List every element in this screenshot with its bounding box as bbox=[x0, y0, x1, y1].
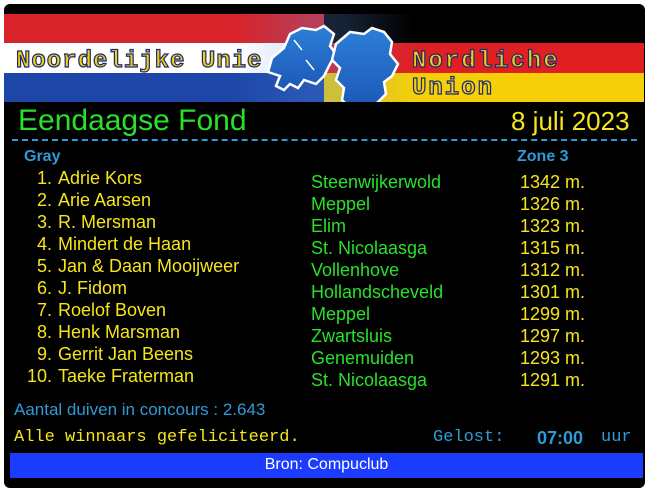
result-rank: 2. bbox=[36, 190, 52, 210]
result-name: Adrie Kors bbox=[58, 168, 143, 188]
result-name: Gerrit Jan Beens bbox=[58, 344, 194, 364]
result-rank: 6. bbox=[36, 278, 52, 298]
result-rank: 7. bbox=[36, 300, 52, 320]
result-place: Meppel bbox=[311, 194, 371, 214]
result-speed: 1323 m. bbox=[520, 216, 586, 236]
result-name: Taeke Fraterman bbox=[58, 366, 195, 386]
event-title: Eendaagse Fond bbox=[18, 104, 247, 137]
result-name: J. Fidom bbox=[58, 278, 128, 298]
result-rank: 10. bbox=[26, 366, 52, 386]
result-speed: 1301 m. bbox=[520, 282, 586, 302]
result-place: Vollenhove bbox=[311, 260, 400, 280]
congratulations-text: Alle winnaars gefeliciteerd. bbox=[14, 428, 300, 447]
banner-title-left: Noordelijke Unie bbox=[15, 47, 263, 75]
result-rank: 9. bbox=[36, 344, 52, 364]
released-unit: uur bbox=[601, 428, 632, 447]
result-place: Hollandscheveld bbox=[311, 282, 444, 302]
result-rank: 5. bbox=[36, 256, 52, 276]
result-speed: 1297 m. bbox=[520, 326, 586, 346]
dutch-flag bbox=[4, 14, 324, 102]
result-speed: 1312 m. bbox=[520, 260, 586, 280]
result-rank: 8. bbox=[36, 322, 52, 342]
result-name: Roelof Boven bbox=[58, 300, 167, 320]
result-place: Steenwijkerwold bbox=[311, 172, 442, 192]
result-speed: 1299 m. bbox=[520, 304, 586, 324]
section-header-left: Gray bbox=[24, 148, 61, 165]
result-speed: 1291 m. bbox=[520, 370, 586, 390]
source-bar: Bron: Compuclub bbox=[10, 453, 643, 478]
result-place: Zwartsluis bbox=[311, 326, 393, 346]
result-place: Meppel bbox=[311, 304, 371, 324]
pigeon-count: Aantal duiven in concours : 2.643 bbox=[14, 400, 266, 419]
result-speed: 1293 m. bbox=[520, 348, 586, 368]
flag-banner: Noordelijke Unie Nordliche Union bbox=[4, 14, 644, 102]
result-rank: 4. bbox=[36, 234, 52, 254]
result-place: St. Nicolaasga bbox=[311, 238, 428, 258]
dashed-divider bbox=[12, 139, 637, 141]
result-speed: 1342 m. bbox=[520, 172, 586, 192]
result-rank: 1. bbox=[36, 168, 52, 188]
banner-title-right: Nordliche Union bbox=[411, 47, 560, 102]
result-name: Mindert de Haan bbox=[58, 234, 192, 254]
result-place: St. Nicolaasga bbox=[311, 370, 428, 390]
result-place: Genemuiden bbox=[311, 348, 415, 368]
map-icon bbox=[266, 24, 400, 102]
source-text: Bron: Compuclub bbox=[264, 456, 389, 473]
result-name: Arie Aarsen bbox=[58, 190, 152, 210]
result-name: R. Mersman bbox=[58, 212, 157, 232]
result-place: Elim bbox=[311, 216, 346, 236]
result-speed: 1326 m. bbox=[520, 194, 586, 214]
event-date: 8 juli 2023 bbox=[511, 106, 630, 136]
result-name: Jan & Daan Mooijweer bbox=[58, 256, 240, 276]
section-header-right: Zone 3 bbox=[517, 148, 569, 165]
result-speed: 1315 m. bbox=[520, 238, 586, 258]
result-name: Henk Marsman bbox=[58, 322, 181, 342]
released-time: 07:00 bbox=[537, 428, 584, 448]
result-rank: 3. bbox=[36, 212, 52, 232]
released-label: Gelost: bbox=[433, 428, 505, 447]
